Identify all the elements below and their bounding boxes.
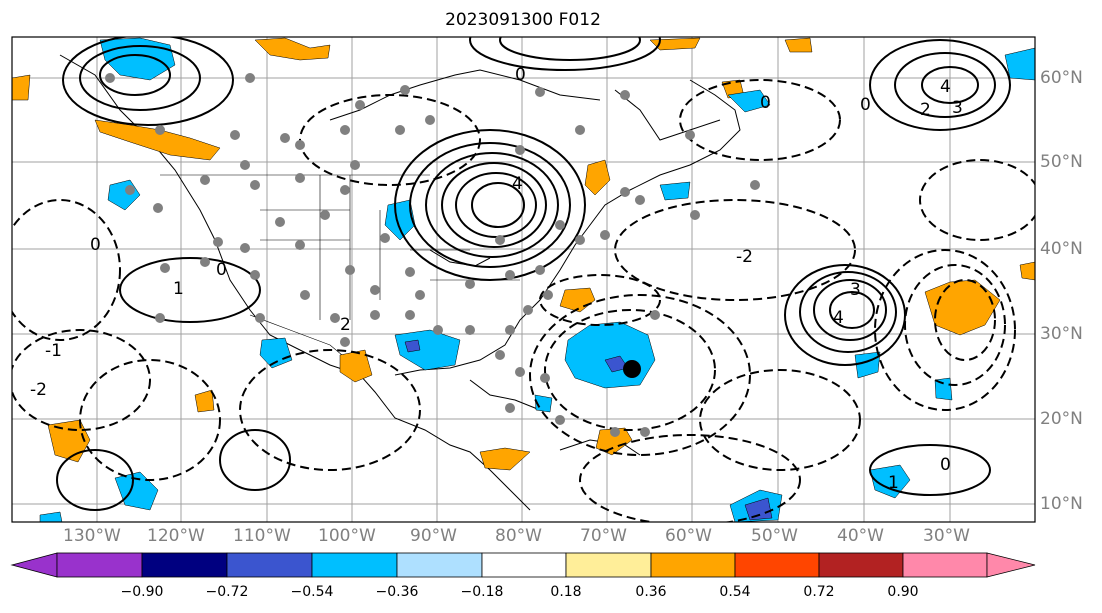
contour-label: 3	[952, 98, 963, 118]
colorbar-segment	[226, 552, 313, 578]
contour-label: 0	[940, 455, 951, 475]
colorbar-tick-label: 0.54	[719, 584, 751, 600]
lat-label-30n: 30°N	[1040, 324, 1083, 344]
negative-contours	[12, 79, 1035, 522]
contour-label: -2	[736, 247, 753, 267]
colorbar-tick-label: −0.18	[460, 584, 504, 600]
colorbar-segment	[565, 552, 652, 578]
contour-label: 2	[340, 315, 351, 335]
colorbar-segment	[650, 552, 736, 578]
colorbar	[10, 552, 1036, 578]
lon-label-60w: 60°W	[665, 526, 712, 546]
lon-label-30w: 30°W	[923, 526, 970, 546]
positive-contours	[56, 37, 1011, 511]
contour-label: 1	[173, 279, 184, 299]
colorbar-segment	[311, 552, 398, 578]
map-title: 2023091300 F012	[445, 10, 601, 30]
lat-label-40n: 40°N	[1040, 239, 1083, 259]
lat-label-20n: 20°N	[1040, 409, 1083, 429]
contour-label: 4	[940, 77, 951, 97]
contour-label: -2	[30, 380, 47, 400]
contour-label: 0	[90, 235, 101, 255]
map-frame	[11, 36, 1036, 523]
colorbar-tick-label: −0.54	[290, 584, 334, 600]
colorbar-segment	[734, 552, 820, 578]
colorbar-tick-label: −0.90	[120, 584, 164, 600]
colorbar-tick-label: −0.72	[205, 584, 249, 600]
lon-label-80w: 80°W	[495, 526, 542, 546]
lat-label-10n: 10°N	[1040, 494, 1083, 514]
contour-label: 0	[760, 93, 771, 113]
contour-label: 0	[860, 95, 871, 115]
station-dots	[105, 73, 760, 437]
contour-label: -1	[45, 341, 62, 361]
lon-label-130w: 130°W	[63, 526, 121, 546]
contour-label: 4	[512, 174, 523, 194]
graticule	[12, 37, 1035, 522]
contour-label: 3	[850, 280, 861, 300]
colorbar-tick-label: 0.72	[803, 584, 835, 600]
contour-label: 1	[888, 473, 899, 493]
lon-label-40w: 40°W	[837, 526, 884, 546]
colorbar-segment	[56, 552, 143, 578]
lon-label-100w: 100°W	[318, 526, 376, 546]
contour-label: 0	[216, 260, 227, 280]
colorbar-tick-label: 0.90	[887, 584, 919, 600]
colorbar-segment	[481, 552, 567, 578]
lon-label-120w: 120°W	[147, 526, 205, 546]
lon-label-90w: 90°W	[410, 526, 457, 546]
colorbar-tick-label: 0.36	[635, 584, 667, 600]
colorbar-segment	[396, 552, 483, 578]
colorbar-segment	[818, 552, 904, 578]
lat-label-50n: 50°N	[1040, 152, 1083, 172]
lat-label-60n: 60°N	[1040, 68, 1083, 88]
storm-center-marker	[623, 360, 641, 378]
lon-label-50w: 50°W	[751, 526, 798, 546]
contour-label: 2	[920, 100, 931, 120]
colorbar-tick-label: 0.18	[550, 584, 582, 600]
lon-label-70w: 70°W	[580, 526, 627, 546]
colorbar-arrow-high	[986, 552, 1036, 578]
colorbar-segment	[902, 552, 988, 578]
contour-label: 4	[833, 308, 844, 328]
colorbar-tick-label: −0.36	[375, 584, 419, 600]
contour-label: 0	[515, 65, 526, 85]
contour-label-group: 4 3 4 4 3 2 0 1 2 0 -2 -1 0 0 0 0 -2 1	[30, 65, 963, 493]
colorbar-segment	[141, 552, 228, 578]
lon-label-110w: 110°W	[233, 526, 291, 546]
colorbar-arrow-low	[10, 552, 58, 578]
